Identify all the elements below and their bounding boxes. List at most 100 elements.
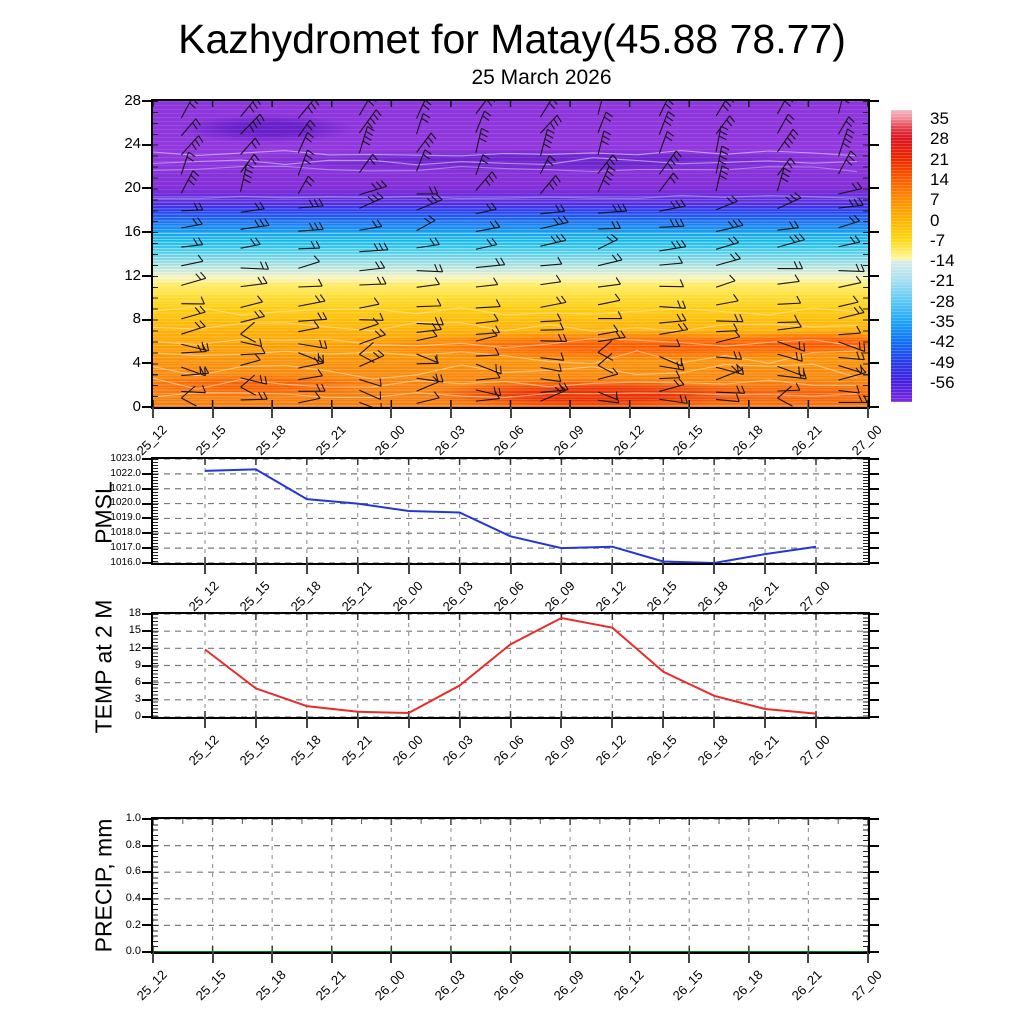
- y-tick-mark: [868, 698, 879, 701]
- x-tick-label: 25_12: [185, 732, 222, 769]
- x-tick-mark: [867, 407, 869, 418]
- x-tick-label: 26_09: [541, 578, 579, 615]
- y-tick-label: 1022.0: [110, 467, 141, 479]
- x-tick-label: 25_12: [133, 967, 170, 1004]
- x-tick-label: 26_15: [669, 422, 706, 459]
- x-tick-mark: [356, 717, 359, 728]
- x-tick-mark: [390, 952, 393, 963]
- colorbar-tick-label: -49: [930, 352, 955, 372]
- x-tick-mark: [458, 563, 461, 574]
- y-tick-mark: [868, 274, 879, 277]
- contour-line: [153, 306, 858, 316]
- y-tick-mark: [868, 143, 879, 146]
- colorbar-tick-label: -21: [930, 271, 955, 291]
- contour-line: [153, 350, 858, 365]
- x-tick-mark: [211, 952, 214, 963]
- y-tick-mark: [868, 406, 879, 408]
- x-tick-label: 25_18: [287, 732, 324, 769]
- y-tick-mark: [868, 472, 879, 475]
- x-tick-mark: [628, 952, 631, 963]
- x-tick-mark: [867, 952, 869, 963]
- colorbar-tick-label: 21: [930, 149, 949, 169]
- y-tick-label: 1.0: [125, 812, 141, 825]
- y-tick-label: 16: [124, 222, 141, 240]
- y-tick-mark: [868, 844, 879, 847]
- y-tick-label: 28: [124, 91, 141, 109]
- x-tick-label: 26_09: [550, 422, 587, 459]
- contour-line: [153, 165, 858, 173]
- x-tick-label: 25_21: [338, 732, 375, 769]
- x-tick-mark: [152, 952, 154, 963]
- y-tick-mark: [142, 613, 153, 615]
- y-tick-label: 12: [124, 266, 141, 284]
- x-tick-label: 26_21: [788, 422, 826, 459]
- x-tick-mark: [815, 717, 817, 728]
- x-tick-label: 26_21: [788, 967, 826, 1004]
- PMSL-line: [204, 468, 817, 563]
- temp2m-chart: [153, 614, 868, 717]
- y-tick-mark: [868, 924, 879, 927]
- y-tick-label: 0.4: [125, 891, 141, 904]
- x-tick-label: 25_21: [312, 422, 349, 459]
- x-tick-label: 26_00: [389, 732, 426, 769]
- x-tick-mark: [330, 407, 333, 418]
- x-tick-label: 26_18: [729, 422, 766, 459]
- precip-chart: [153, 819, 868, 952]
- x-tick-label: 26_15: [643, 732, 680, 769]
- y-tick-mark: [868, 951, 879, 953]
- y-tick-label: 12: [128, 641, 141, 654]
- y-tick-label: 15: [128, 624, 141, 637]
- colorbar-tick-label: -28: [930, 291, 955, 311]
- x-tick-mark: [509, 952, 512, 963]
- y-tick-mark: [142, 647, 153, 650]
- x-tick-label: 26_06: [490, 732, 528, 769]
- x-tick-label: 26_00: [389, 578, 426, 615]
- x-tick-label: 26_18: [694, 732, 731, 769]
- contour-line: [153, 157, 858, 166]
- x-tick-mark: [407, 563, 410, 574]
- y-tick-mark: [142, 502, 153, 505]
- x-tick-mark: [152, 407, 154, 418]
- y-tick-label: 1016.0: [110, 556, 141, 568]
- y-tick-mark: [868, 818, 879, 820]
- x-tick-mark: [688, 407, 691, 418]
- x-tick-mark: [713, 563, 716, 574]
- y-tick-mark: [142, 406, 153, 408]
- x-tick-label: 26_00: [371, 422, 408, 459]
- x-tick-label: 26_03: [440, 732, 477, 769]
- x-tick-label: 25_15: [236, 732, 273, 769]
- x-tick-label: 26_03: [431, 422, 468, 459]
- colorbar-tick-label: -56: [930, 373, 955, 393]
- y-tick-mark: [142, 547, 153, 550]
- colorbar-tick-label: 28: [930, 129, 949, 149]
- y-tick-mark: [142, 458, 153, 460]
- y-tick-mark: [142, 318, 153, 321]
- x-tick-mark: [509, 407, 512, 418]
- x-tick-mark: [569, 952, 572, 963]
- y-tick-label: 1023.0: [110, 452, 141, 464]
- y-tick-mark: [868, 100, 879, 102]
- x-tick-label: 26_00: [371, 967, 408, 1004]
- x-tick-mark: [509, 563, 512, 574]
- contour-line: [153, 337, 858, 349]
- y-tick-mark: [868, 487, 879, 490]
- y-tick-mark: [868, 630, 879, 633]
- x-tick-label: 25_21: [312, 967, 349, 1004]
- x-tick-mark: [254, 717, 257, 728]
- y-tick-mark: [142, 844, 153, 847]
- y-tick-mark: [868, 613, 879, 615]
- x-tick-label: 26_12: [610, 422, 647, 459]
- y-tick-label: 1021.0: [110, 482, 141, 494]
- y-tick-mark: [868, 231, 879, 234]
- y-tick-mark: [142, 951, 153, 953]
- contour-line: [153, 392, 858, 399]
- x-tick-label: 26_15: [643, 578, 680, 615]
- y-tick-mark: [142, 100, 153, 102]
- y-tick-mark: [142, 362, 153, 365]
- x-tick-label: 27_00: [848, 422, 885, 459]
- y-tick-mark: [868, 532, 879, 535]
- y-tick-mark: [868, 897, 879, 900]
- y-tick-mark: [142, 562, 153, 564]
- date-subtitle: 25 March 2026: [471, 66, 612, 89]
